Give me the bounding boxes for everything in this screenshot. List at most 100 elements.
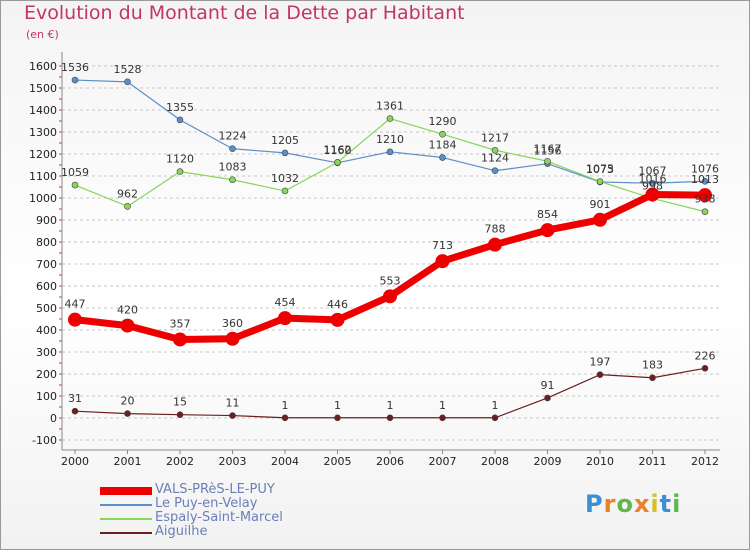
data-point <box>278 311 292 326</box>
data-label: 1083 <box>219 161 247 174</box>
data-point <box>383 289 397 304</box>
data-point <box>649 179 656 187</box>
data-point <box>439 414 446 422</box>
data-label: 1205 <box>271 134 299 147</box>
x-tick-label: 2010 <box>586 455 614 468</box>
data-label: 1076 <box>691 162 719 175</box>
data-label: 1059 <box>61 166 89 179</box>
logo-letter: i <box>672 490 682 518</box>
data-label: 938 <box>695 193 716 206</box>
data-label: 1067 <box>639 164 667 177</box>
legend-label-espaly: Espaly-Saint-Marcel <box>155 510 283 525</box>
y-tick-label: 600 <box>36 280 57 293</box>
data-label: 1160 <box>324 144 352 157</box>
data-point <box>701 364 709 372</box>
data-label: 962 <box>117 187 138 200</box>
data-point <box>540 223 555 238</box>
data-point <box>229 176 236 184</box>
data-point <box>544 157 551 165</box>
data-label: 788 <box>485 223 506 236</box>
data-point <box>386 414 394 422</box>
data-label: 901 <box>590 198 611 211</box>
data-label: 1016 <box>639 172 667 185</box>
data-point <box>491 146 499 154</box>
logo-letter: o <box>616 490 634 518</box>
data-label: 854 <box>537 208 558 221</box>
series-lines <box>68 76 712 422</box>
data-point <box>124 78 131 86</box>
x-tick-label: 2009 <box>534 455 562 468</box>
data-label: 1290 <box>429 115 457 128</box>
data-label: 1224 <box>219 130 247 143</box>
data-label: 183 <box>642 359 663 372</box>
data-label: 1032 <box>271 172 299 185</box>
data-label: 1120 <box>166 153 194 166</box>
data-point <box>491 167 499 175</box>
data-label: 420 <box>117 304 138 317</box>
x-tick-label: 2008 <box>481 455 509 468</box>
y-tick-label: 1000 <box>29 192 57 205</box>
data-label: 1217 <box>481 131 509 144</box>
data-point <box>386 115 394 122</box>
data-point <box>71 407 79 415</box>
y-tick-label: 1300 <box>29 126 57 139</box>
data-point <box>593 212 607 227</box>
x-tick-label: 2005 <box>324 455 352 468</box>
logo-letter: i <box>650 490 660 518</box>
x-tick-label: 2002 <box>166 455 194 468</box>
data-label: 20 <box>121 395 135 408</box>
y-tick-label: 1100 <box>29 170 57 183</box>
y-tick-label: 200 <box>36 368 57 381</box>
data-label: 1073 <box>586 163 614 176</box>
x-tick-label: 2007 <box>429 455 457 468</box>
data-point <box>71 76 79 84</box>
data-point <box>488 237 502 252</box>
legend-label-vals: VALS-PRèS-LE-PUY <box>155 482 275 497</box>
logo-letter: t <box>659 490 673 518</box>
x-tick-label: 2012 <box>691 455 719 468</box>
data-label: 447 <box>65 298 86 311</box>
chart-title: Evolution du Montant de la Dette par Hab… <box>24 2 465 24</box>
data-label: 1361 <box>376 100 404 113</box>
data-label: 1013 <box>691 173 719 186</box>
legend-swatch-espaly <box>100 518 152 520</box>
y-tick-label: 1400 <box>29 104 57 117</box>
data-label: 1075 <box>586 163 614 176</box>
y-tick-label: 1500 <box>29 82 57 95</box>
x-tick-label: 2004 <box>271 455 299 468</box>
data-label: 1 <box>439 399 446 412</box>
legend-swatch-vals <box>100 487 152 495</box>
data-point <box>386 148 394 156</box>
data-label: 197 <box>590 356 611 369</box>
y-tick-label: 1600 <box>29 60 57 73</box>
data-point <box>491 414 499 422</box>
y-tick-label: 0 <box>50 412 57 425</box>
data-point <box>334 414 341 422</box>
data-label: 454 <box>275 296 296 309</box>
axes: -100 0 100 200 300 400 500 600 700 800 900 1000 1100… <box>29 52 720 468</box>
data-point <box>120 318 135 333</box>
data-label: 31 <box>68 392 82 405</box>
data-label: 1167 <box>534 142 562 155</box>
data-point <box>701 208 709 215</box>
data-label: 1210 <box>376 133 404 146</box>
data-point <box>435 254 450 269</box>
data-label: 1162 <box>324 143 352 156</box>
data-point <box>176 116 184 124</box>
data-point <box>229 412 236 419</box>
data-point <box>544 394 551 402</box>
data-label: 1 <box>492 399 499 412</box>
data-label: 446 <box>327 298 348 311</box>
data-point <box>645 187 660 202</box>
data-label: 1156 <box>534 145 562 158</box>
data-label: 91 <box>541 379 555 392</box>
data-point <box>124 203 131 210</box>
data-point <box>173 332 187 347</box>
data-label: 226 <box>695 349 716 362</box>
data-point <box>124 410 131 417</box>
data-point <box>596 371 604 378</box>
data-point <box>439 130 446 138</box>
chart-subtitle: (en €) <box>26 28 59 41</box>
